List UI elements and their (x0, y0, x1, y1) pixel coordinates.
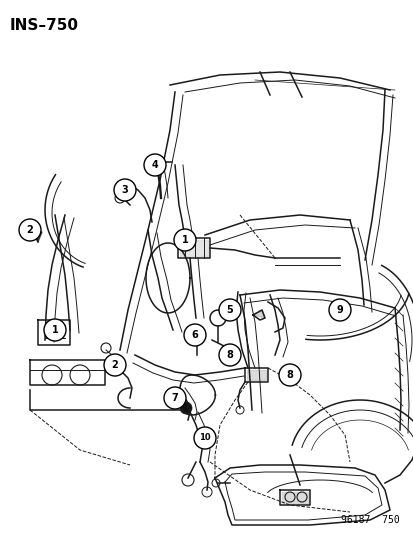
Polygon shape (180, 240, 207, 256)
Text: 7: 7 (171, 393, 178, 403)
Circle shape (44, 319, 66, 341)
Circle shape (114, 179, 136, 201)
Circle shape (164, 387, 185, 409)
Polygon shape (281, 492, 307, 503)
Circle shape (278, 364, 300, 386)
Text: INS–750: INS–750 (10, 18, 79, 33)
Circle shape (173, 229, 195, 251)
Circle shape (218, 344, 240, 366)
Text: 1: 1 (181, 235, 188, 245)
Polygon shape (32, 228, 42, 242)
Text: 2: 2 (112, 360, 118, 370)
Circle shape (180, 402, 192, 414)
Text: 8: 8 (226, 350, 233, 360)
Text: 96187  750: 96187 750 (340, 515, 399, 525)
Circle shape (218, 299, 240, 321)
Polygon shape (44, 326, 64, 337)
Text: 8: 8 (286, 370, 293, 380)
Circle shape (104, 354, 126, 376)
Text: 1: 1 (52, 325, 58, 335)
Circle shape (183, 324, 206, 346)
Text: 2: 2 (26, 225, 33, 235)
Text: 4: 4 (151, 160, 158, 170)
Circle shape (19, 219, 41, 241)
Text: 5: 5 (226, 305, 233, 315)
Text: 9: 9 (336, 305, 342, 315)
Polygon shape (247, 370, 266, 380)
Text: 10: 10 (199, 433, 210, 442)
Text: 3: 3 (121, 185, 128, 195)
Polygon shape (252, 310, 264, 318)
Circle shape (144, 154, 166, 176)
Circle shape (328, 299, 350, 321)
Circle shape (194, 427, 216, 449)
Text: 6: 6 (191, 330, 198, 340)
